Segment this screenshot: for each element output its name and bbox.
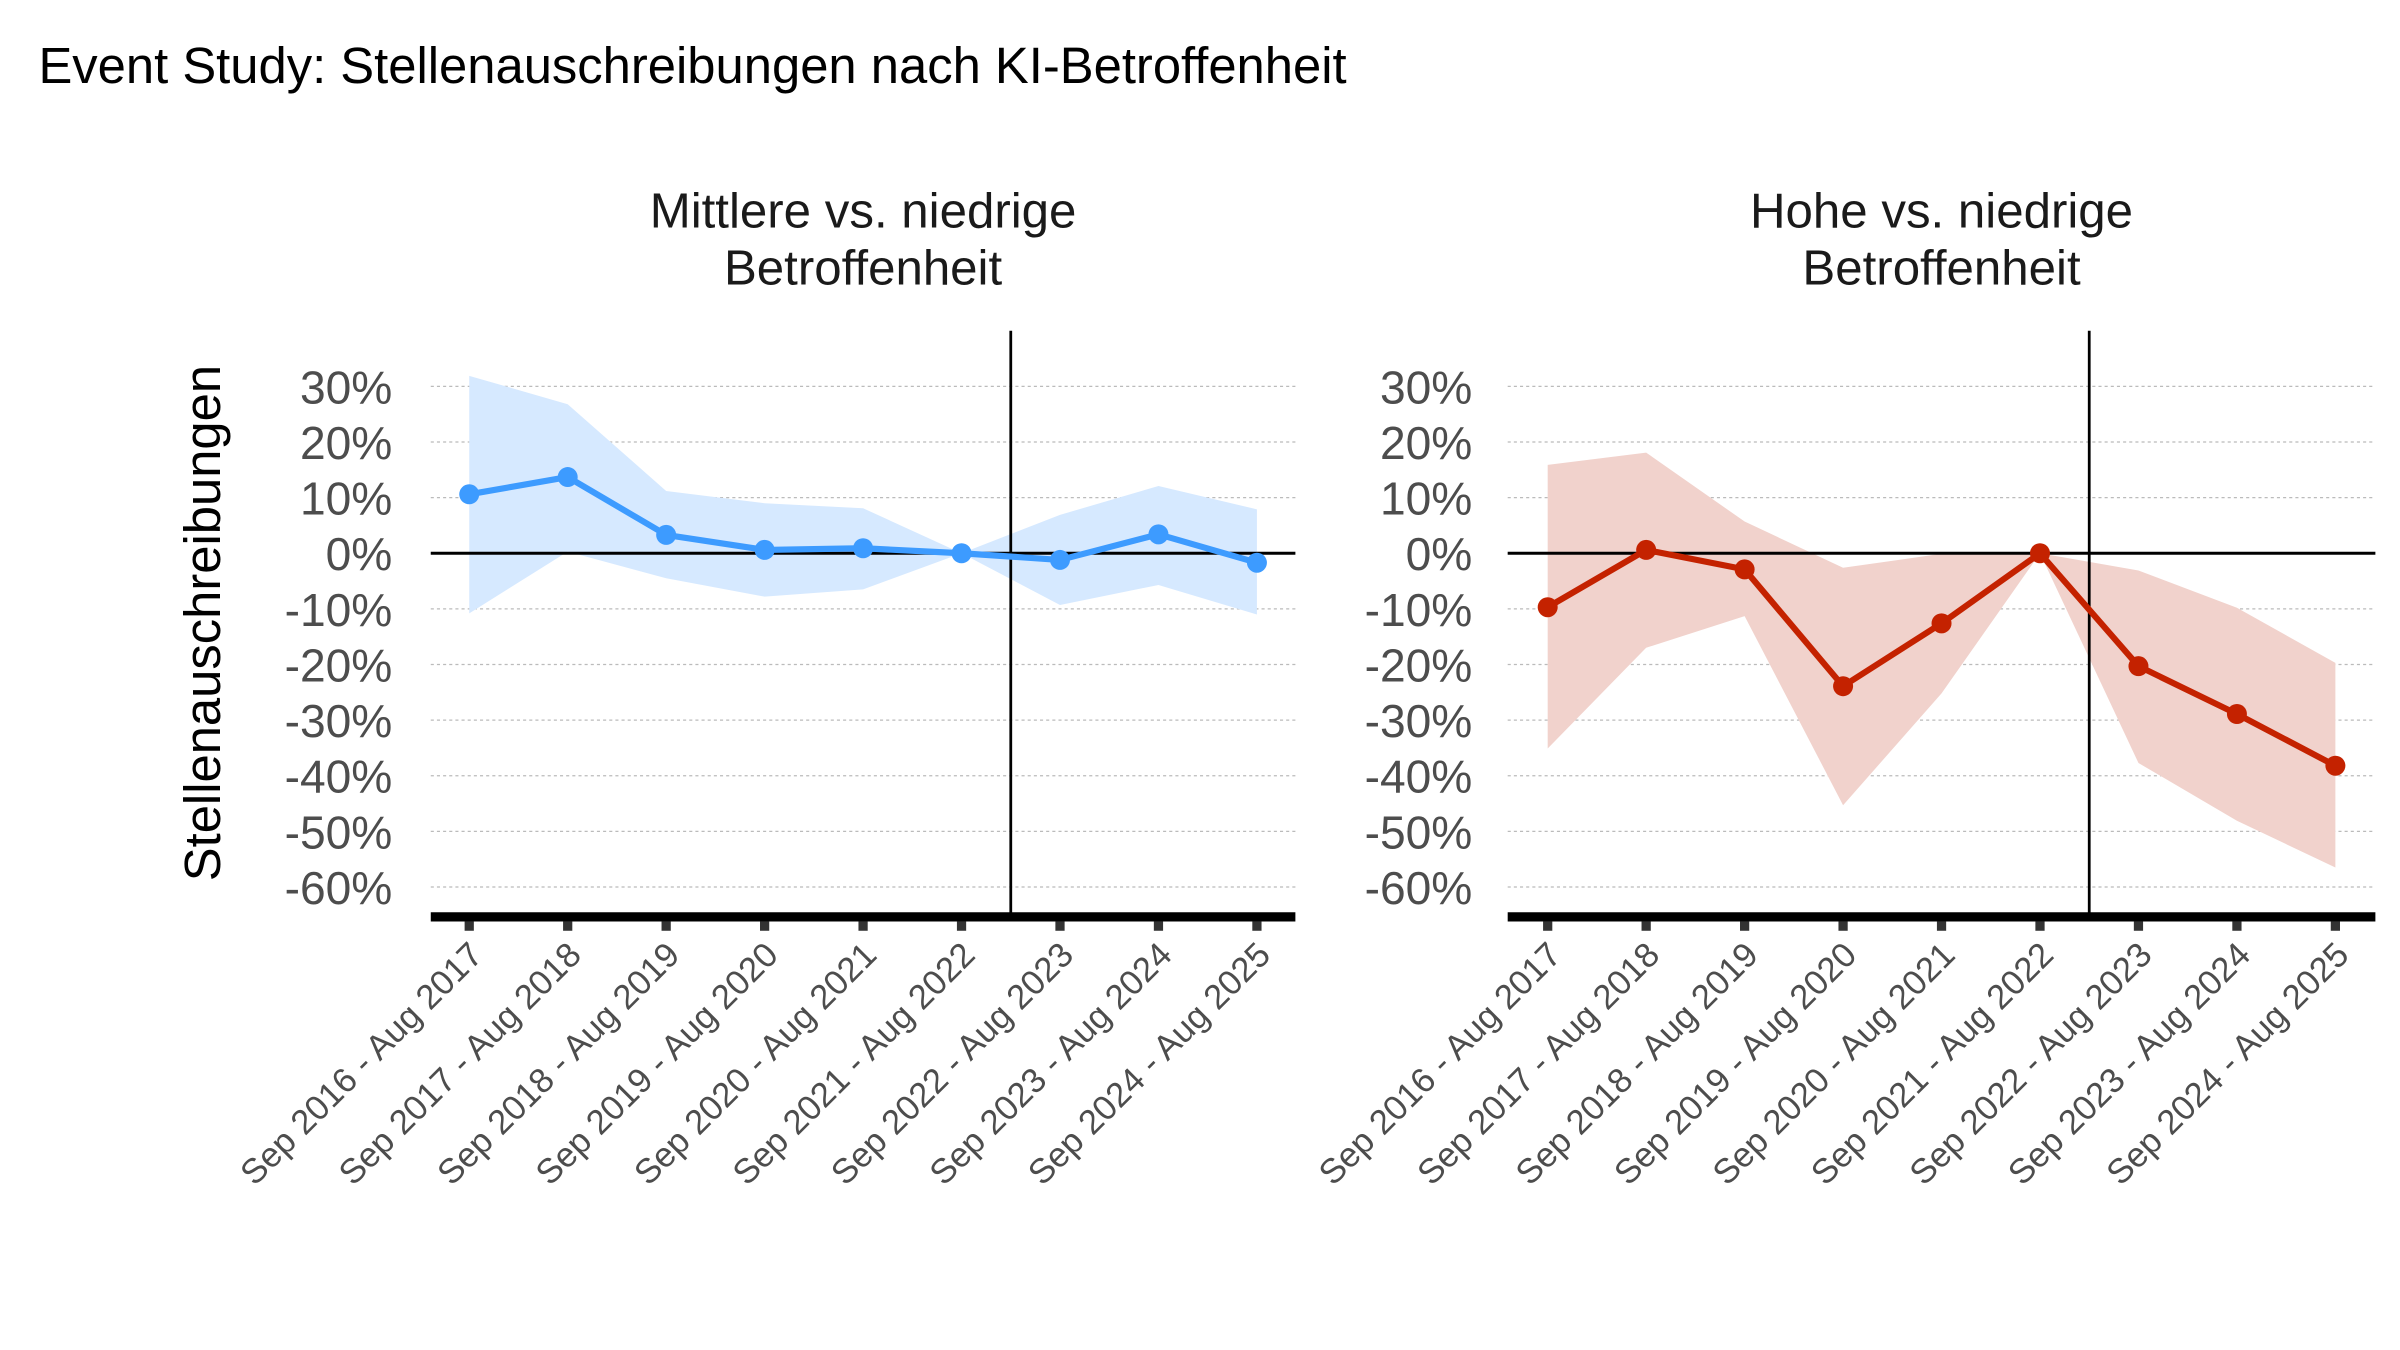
y-tick-label: -30%	[1365, 695, 1473, 747]
x-tick	[1740, 921, 1750, 931]
y-tick-label: -50%	[1365, 806, 1473, 858]
y-tick-label: 30%	[1380, 361, 1472, 413]
y-tick-label: 20%	[1380, 417, 1472, 469]
x-tick	[2330, 921, 2340, 931]
panel-title-line: Betroffenheit	[1802, 241, 2081, 296]
data-point	[2128, 656, 2149, 677]
data-point	[1050, 549, 1070, 570]
y-tick-label: -30%	[285, 695, 393, 747]
x-tick	[1543, 921, 1553, 931]
data-point	[1833, 676, 1854, 697]
y-tick-label: -10%	[1365, 584, 1473, 636]
x-tick	[1641, 921, 1651, 931]
data-point	[1246, 552, 1267, 573]
data-point	[1931, 613, 1952, 634]
data-point	[459, 484, 480, 505]
x-tick	[563, 921, 573, 931]
data-point	[2325, 755, 2346, 776]
y-tick-label: -20%	[285, 639, 393, 691]
confidence-band	[469, 375, 1257, 615]
x-tick	[464, 921, 474, 931]
x-tick	[2232, 921, 2242, 931]
data-point	[557, 467, 578, 488]
data-point	[853, 538, 874, 559]
data-point	[1734, 559, 1755, 580]
x-tick	[956, 921, 967, 931]
y-tick-label: 30%	[300, 361, 392, 413]
data-point	[2030, 543, 2050, 564]
x-tick	[1055, 921, 1065, 931]
x-tick	[2133, 921, 2144, 931]
y-tick-label: 0%	[1406, 528, 1473, 580]
data-point	[656, 524, 677, 545]
y-tick-label: 10%	[300, 473, 392, 525]
y-tick-label: 0%	[326, 528, 393, 580]
x-tick	[1252, 921, 1262, 931]
y-tick-label: -40%	[1365, 751, 1473, 803]
y-tick-label: -20%	[1365, 639, 1473, 691]
x-tick	[2035, 921, 2045, 931]
y-tick-label: 20%	[300, 417, 392, 469]
data-point	[2226, 704, 2247, 724]
confidence-band	[1547, 452, 2336, 868]
y-tick-label: -10%	[285, 584, 393, 636]
y-axis-title: Stellenauschreibungen	[174, 365, 231, 881]
data-point	[754, 539, 775, 560]
y-tick-label: 10%	[1380, 473, 1472, 525]
data-point	[1537, 597, 1558, 618]
y-tick-label: -40%	[285, 751, 393, 803]
x-tick	[858, 921, 868, 931]
panel-title-line: Hohe vs. niedrige	[1750, 184, 2133, 239]
panel-title-line: Mittlere vs. niedrige	[650, 184, 1077, 239]
data-point	[951, 543, 972, 564]
chart-title: Event Study: Stellenauschreibungen nach …	[38, 37, 1346, 94]
y-tick-label: -60%	[285, 862, 393, 914]
x-tick	[1153, 921, 1164, 931]
data-point	[1636, 539, 1657, 560]
x-tick	[760, 921, 770, 931]
x-tick	[661, 921, 671, 931]
panel-title-line: Betroffenheit	[724, 241, 1003, 296]
y-tick-label: -50%	[285, 806, 393, 858]
y-tick-label: -60%	[1365, 862, 1473, 914]
x-tick	[1838, 921, 1848, 931]
x-tick	[1936, 921, 1947, 931]
data-point	[1148, 524, 1169, 545]
